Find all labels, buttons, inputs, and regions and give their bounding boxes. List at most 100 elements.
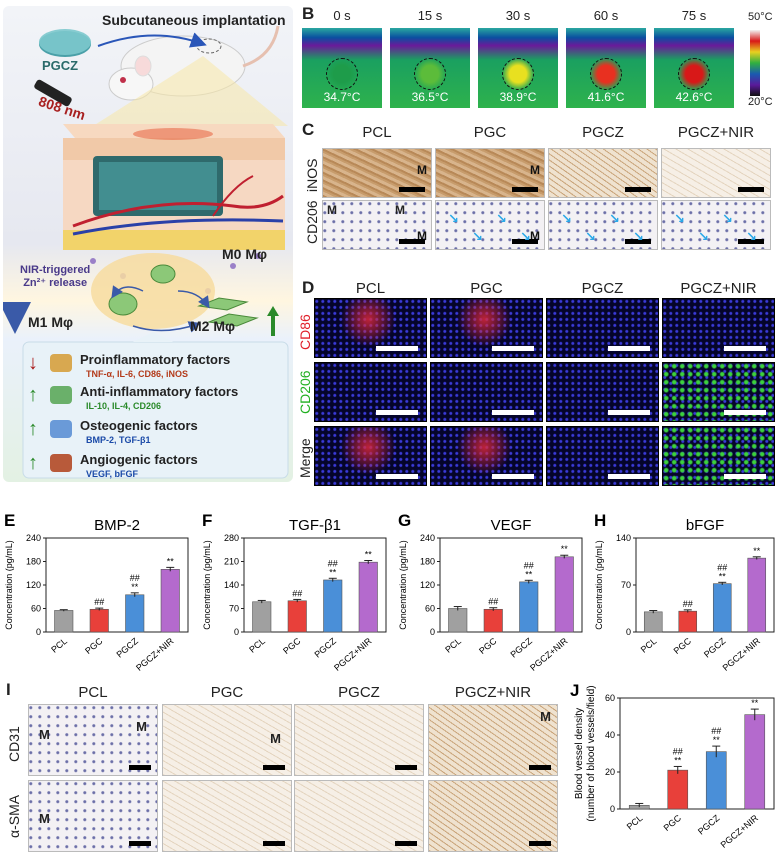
time-label: 0 s	[333, 8, 351, 23]
y-axis-label: Concentration (pg/mL)	[202, 540, 212, 630]
y-tick-label: 280	[224, 533, 239, 543]
scale-bar	[129, 765, 151, 770]
scale-max-label: 50°C	[748, 11, 773, 23]
column-header: PGC	[473, 124, 507, 141]
y-tick-label: 70	[229, 604, 239, 614]
scale-bar	[129, 841, 151, 846]
factor-subtitle: VEGF, bFGF	[86, 469, 139, 479]
scale-bar	[399, 187, 425, 192]
scale-bar	[608, 410, 650, 415]
thermal-frame: 36.5°C	[390, 28, 470, 108]
panel-label-i: I	[6, 680, 11, 699]
hotspot-circle	[678, 58, 710, 90]
x-tick-label: PGC	[281, 636, 303, 657]
micrograph: M	[322, 148, 432, 198]
scale-bar	[512, 187, 538, 192]
bar	[54, 610, 74, 633]
temperature-readout: 42.6°C	[675, 90, 713, 104]
cell-arrow-icon: ↘	[520, 229, 531, 244]
y-tick-label: 180	[26, 557, 41, 567]
fluorescence-image	[662, 426, 775, 486]
m0-label: M0 Mφ	[222, 246, 268, 262]
significance-mark: **	[561, 544, 569, 554]
significance-mark: **	[713, 735, 721, 745]
time-label: 75 s	[681, 8, 707, 23]
trigger-line2: Zn²⁺ release	[23, 277, 88, 289]
panel-label: E	[4, 511, 15, 530]
y-tick-label: 0	[234, 627, 239, 637]
row-label: Merge	[297, 438, 313, 478]
factor-title: Anti-inflammatory factors	[80, 384, 239, 399]
row-label: CD206	[297, 370, 313, 414]
x-tick-label: PCL	[625, 813, 645, 832]
y-tick-label: 140	[616, 533, 631, 543]
significance-mark: **	[525, 569, 533, 579]
fluorescence-image	[314, 298, 427, 358]
panel-label: J	[570, 681, 579, 700]
scale-bar	[738, 239, 764, 244]
significance-mark: ##	[524, 560, 534, 570]
thermal-color-scale	[750, 30, 760, 96]
y-tick-label: 240	[420, 533, 435, 543]
micrograph	[294, 780, 424, 852]
hotspot-circle	[502, 58, 534, 90]
x-tick-label: PCL	[443, 636, 463, 655]
significance-mark: ##	[673, 746, 683, 756]
bar	[323, 579, 343, 633]
y-tick-label: 240	[26, 533, 41, 543]
significance-mark: **	[167, 556, 175, 566]
scale-bar	[492, 346, 534, 351]
micrograph	[162, 780, 292, 852]
x-tick-label: PCL	[49, 636, 69, 655]
chart-e: E BMP-2 0 60 120 180 240 Concentration (pg/mL) P…	[4, 511, 189, 673]
x-tick-label: PCL	[247, 636, 267, 655]
temperature-readout: 34.7°C	[323, 90, 361, 104]
column-header: PGCZ	[582, 124, 624, 141]
bar	[287, 600, 307, 633]
column-header: PGCZ+NIR	[680, 280, 757, 297]
micrograph	[661, 148, 771, 198]
matrix-marker: M	[136, 719, 147, 734]
column-header: PGCZ	[338, 684, 380, 701]
micrograph: M	[435, 148, 545, 198]
significance-mark: ##	[328, 558, 338, 568]
column-header: PCL	[355, 280, 386, 297]
x-tick-label: PGC	[662, 813, 684, 834]
scale-bar	[625, 187, 651, 192]
scale-bar	[724, 346, 766, 351]
cell-arrow-icon: ↘	[722, 211, 733, 226]
chart-title: VEGF	[491, 517, 532, 534]
column-header: PGCZ+NIR	[454, 684, 532, 701]
significance-mark: **	[131, 582, 139, 592]
chart-j: J 0 20 40 60 Blood vessel density (number of b…	[570, 681, 775, 850]
fluorescence-image	[546, 362, 659, 422]
scale-bar	[492, 410, 534, 415]
factor-icon	[50, 420, 72, 438]
scale-bar	[399, 239, 425, 244]
factor-title: Angiogenic factors	[80, 452, 198, 467]
cell-arrow-icon: ↘	[448, 211, 459, 226]
scale-bar	[529, 841, 551, 846]
y-tick-label: 0	[430, 627, 435, 637]
matrix-marker: M	[395, 203, 405, 217]
panel-a-schematic	[3, 25, 289, 479]
matrix-marker: M	[417, 163, 427, 177]
fluorescence-image	[314, 362, 427, 422]
y-axis-label-line2: (number of blood vessels/field)	[586, 685, 597, 821]
scale-min-label: 20°C	[748, 96, 773, 108]
column-header: PCL	[78, 684, 108, 701]
y-tick-label: 60	[425, 604, 435, 614]
significance-mark: ##	[130, 573, 140, 583]
row-label: CD31	[6, 726, 22, 762]
bar	[519, 581, 539, 633]
micrograph: M	[28, 780, 158, 852]
scale-bar	[625, 239, 651, 244]
column-header: PGC	[470, 280, 503, 297]
significance-mark: ##	[488, 597, 498, 607]
column-header: PCL	[362, 124, 392, 141]
up-arrow-icon: ↑	[28, 452, 38, 474]
matrix-marker: M	[417, 229, 427, 243]
y-axis-label: Concentration (pg/mL)	[4, 540, 14, 630]
m2-macrophage-icon	[197, 297, 249, 311]
